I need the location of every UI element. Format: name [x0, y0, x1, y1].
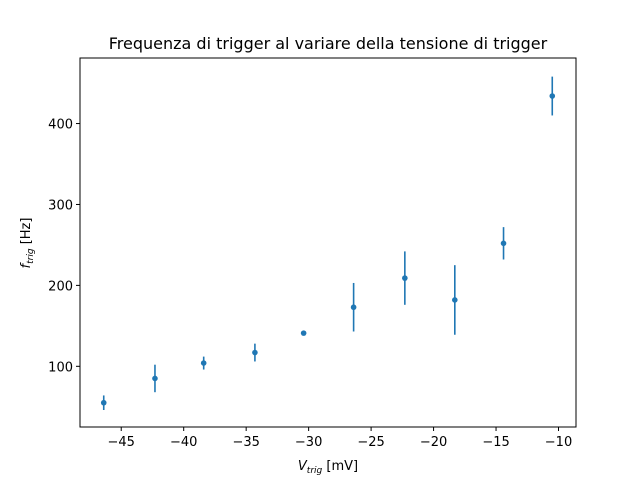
data-point	[152, 375, 158, 382]
x-tick-label: −35	[232, 435, 259, 450]
data-point	[452, 297, 458, 303]
y-tick-label: 300	[48, 198, 73, 213]
data-point	[549, 93, 556, 99]
x-axis-label: Vtrig [mV]	[298, 459, 358, 476]
x-tick-label: −15	[482, 435, 509, 450]
x-tick-label: −45	[108, 435, 135, 450]
axes-frame	[79, 57, 577, 428]
y-tick-label: 200	[48, 279, 73, 294]
data-point	[100, 399, 107, 406]
chart-title: Frequenza di trigger al variare della te…	[109, 34, 548, 53]
x-tick-label: −25	[357, 435, 384, 450]
y-tick-label: 400	[48, 118, 73, 133]
plot-area: −45 −40 −35 −30 −25 −20 −15 −10 100 200 300 400	[48, 76, 572, 450]
data-point	[300, 330, 307, 336]
data-point	[200, 360, 207, 366]
x-tick-label: −40	[170, 435, 197, 450]
data-point	[402, 275, 408, 281]
data-point	[350, 304, 357, 311]
x-tick-label: −30	[295, 435, 322, 450]
x-tick-label: −10	[545, 435, 572, 450]
data-point	[500, 240, 507, 247]
x-tick-label: −20	[420, 435, 447, 450]
data-point	[252, 349, 258, 356]
y-tick-label: 100	[48, 360, 73, 375]
y-axis-label: ftrig [Hz]	[19, 218, 36, 269]
